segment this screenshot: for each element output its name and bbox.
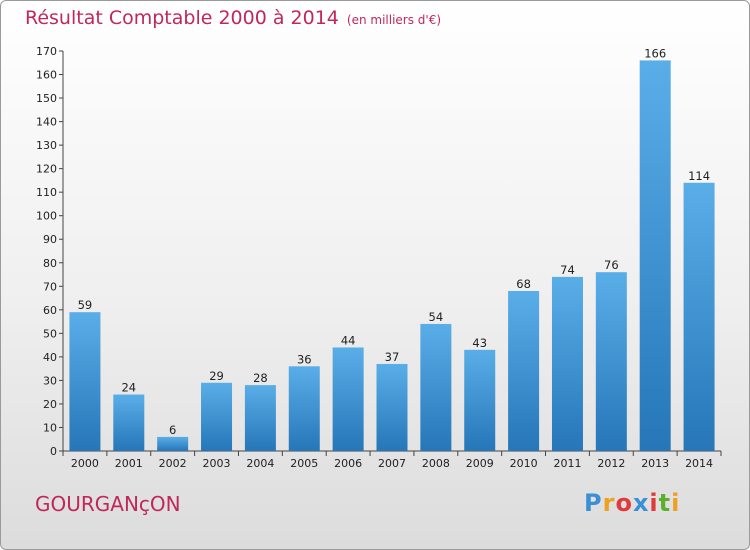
x-tick-label-2007: 2007 bbox=[378, 457, 406, 470]
y-tick-label: 20 bbox=[43, 398, 57, 411]
data-label-2001: 24 bbox=[121, 381, 136, 395]
y-tick-label: 140 bbox=[36, 116, 57, 129]
bar-2001 bbox=[113, 394, 145, 451]
bar-2009 bbox=[464, 349, 496, 451]
logo-letter: o bbox=[615, 489, 633, 517]
x-tick-label-2006: 2006 bbox=[334, 457, 362, 470]
logo-letter: x bbox=[632, 489, 650, 517]
x-tick-label-2000: 2000 bbox=[71, 457, 99, 470]
x-tick-label-2012: 2012 bbox=[597, 457, 625, 470]
y-tick-label: 100 bbox=[36, 210, 57, 223]
bar-2003 bbox=[201, 382, 233, 451]
y-tick-label: 30 bbox=[43, 374, 57, 387]
y-tick-label: 160 bbox=[36, 69, 57, 82]
y-tick-label: 70 bbox=[43, 280, 57, 293]
data-label-2007: 37 bbox=[385, 350, 400, 364]
chart-title: Résultat Comptable 2000 à 2014 (en millie… bbox=[25, 7, 441, 29]
data-label-2010: 68 bbox=[516, 277, 531, 291]
x-tick-label-2001: 2001 bbox=[115, 457, 143, 470]
data-label-2014: 114 bbox=[688, 169, 710, 183]
data-label-2013: 166 bbox=[644, 46, 666, 60]
x-tick-label-2003: 2003 bbox=[203, 457, 231, 470]
bar-2000 bbox=[69, 312, 101, 451]
logo-letter: r bbox=[602, 489, 616, 517]
x-tick-label-2009: 2009 bbox=[466, 457, 494, 470]
chart-subtitle: (en milliers d'€) bbox=[346, 13, 442, 27]
bar-2002 bbox=[157, 436, 189, 451]
y-tick-label: 130 bbox=[36, 139, 57, 152]
bar-2012 bbox=[595, 272, 627, 451]
data-label-2009: 43 bbox=[472, 336, 487, 350]
bar-2013 bbox=[639, 60, 671, 451]
y-tick-label: 110 bbox=[36, 186, 57, 199]
data-label-2002: 6 bbox=[169, 423, 176, 437]
data-label-2000: 59 bbox=[78, 298, 93, 312]
bar-2011 bbox=[551, 276, 583, 451]
y-tick-label: 150 bbox=[36, 92, 57, 105]
logo-letter: i bbox=[671, 489, 681, 517]
chart-data-labels: 59 24 6 29 28 36 44 37 54 43 68 74 76 166 114 bbox=[78, 46, 710, 436]
x-tick-label-2014: 2014 bbox=[685, 457, 713, 470]
data-label-2012: 76 bbox=[604, 258, 619, 272]
x-tick-label-2013: 2013 bbox=[641, 457, 669, 470]
bar-2010 bbox=[508, 291, 540, 451]
y-tick-label: 50 bbox=[43, 327, 57, 340]
bar-2008 bbox=[420, 323, 452, 451]
x-tick-label-2005: 2005 bbox=[290, 457, 318, 470]
data-label-2008: 54 bbox=[429, 310, 444, 324]
bar-2004 bbox=[244, 385, 276, 451]
y-tick-label: 40 bbox=[43, 351, 57, 364]
data-label-2003: 29 bbox=[209, 369, 224, 383]
y-tick-label: 120 bbox=[36, 163, 57, 176]
x-tick-label-2002: 2002 bbox=[159, 457, 187, 470]
data-label-2005: 36 bbox=[297, 352, 312, 366]
data-label-2006: 44 bbox=[341, 333, 356, 347]
y-tick-label: 90 bbox=[43, 233, 57, 246]
logo-letter: i bbox=[649, 489, 659, 517]
logo-letter: t bbox=[658, 489, 672, 517]
bar-2006 bbox=[332, 347, 364, 451]
y-tick-label: 170 bbox=[36, 45, 57, 58]
x-tick-label-2004: 2004 bbox=[246, 457, 274, 470]
bar-2014 bbox=[683, 182, 715, 451]
proxiti-logo: Proxiti bbox=[584, 489, 680, 517]
bar-2005 bbox=[288, 366, 320, 451]
chart-title-text: Résultat Comptable 2000 à 2014 bbox=[25, 7, 339, 29]
data-label-2011: 74 bbox=[560, 263, 575, 277]
chart-bars bbox=[69, 60, 715, 451]
x-tick-label-2008: 2008 bbox=[422, 457, 450, 470]
x-tick-label-2011: 2011 bbox=[553, 457, 581, 470]
data-label-2004: 28 bbox=[253, 371, 268, 385]
x-tick-label-2010: 2010 bbox=[510, 457, 538, 470]
y-tick-label: 60 bbox=[43, 304, 57, 317]
logo-letter: P bbox=[584, 489, 603, 517]
y-tick-label: 10 bbox=[43, 421, 57, 434]
bar-2007 bbox=[376, 363, 408, 451]
y-tick-label: 0 bbox=[50, 445, 57, 458]
y-tick-label: 80 bbox=[43, 257, 57, 270]
commune-name: GOURGANçON bbox=[35, 492, 181, 516]
